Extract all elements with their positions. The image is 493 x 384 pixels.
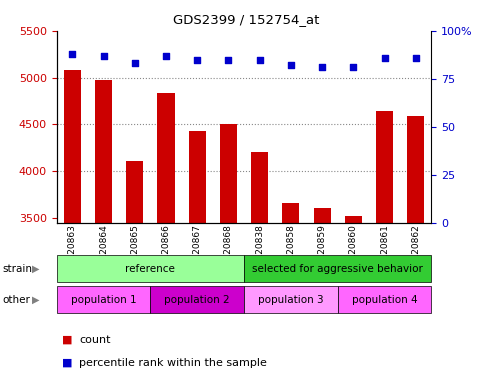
Bar	[220, 124, 237, 384]
Text: ▶: ▶	[32, 264, 39, 274]
Bar	[282, 203, 299, 384]
Point	[100, 53, 107, 59]
Text: reference: reference	[125, 264, 176, 274]
Bar	[64, 70, 81, 384]
Point	[256, 56, 264, 63]
Point	[287, 62, 295, 68]
Bar	[189, 131, 206, 384]
Text: percentile rank within the sample: percentile rank within the sample	[79, 358, 267, 368]
Bar	[126, 161, 143, 384]
Point	[69, 51, 76, 57]
Point	[318, 64, 326, 70]
Point	[350, 64, 357, 70]
Bar	[407, 116, 424, 384]
Point	[162, 53, 170, 59]
Point	[224, 56, 232, 63]
Point	[381, 55, 388, 61]
Text: ■: ■	[62, 335, 72, 345]
Bar	[157, 93, 175, 384]
Text: population 2: population 2	[164, 295, 230, 305]
Text: population 4: population 4	[352, 295, 418, 305]
Bar	[251, 152, 268, 384]
Text: other: other	[2, 295, 31, 305]
Bar	[376, 111, 393, 384]
Bar	[314, 208, 331, 384]
Text: GDS2399 / 152754_at: GDS2399 / 152754_at	[174, 13, 319, 26]
Bar	[345, 216, 362, 384]
Point	[193, 56, 201, 63]
Point	[412, 55, 420, 61]
Text: strain: strain	[2, 264, 33, 274]
Text: ▶: ▶	[32, 295, 39, 305]
Point	[131, 60, 139, 66]
Bar	[95, 80, 112, 384]
Text: selected for aggressive behavior: selected for aggressive behavior	[252, 264, 423, 274]
Text: ■: ■	[62, 358, 72, 368]
Text: count: count	[79, 335, 110, 345]
Text: population 3: population 3	[258, 295, 324, 305]
Text: population 1: population 1	[70, 295, 137, 305]
